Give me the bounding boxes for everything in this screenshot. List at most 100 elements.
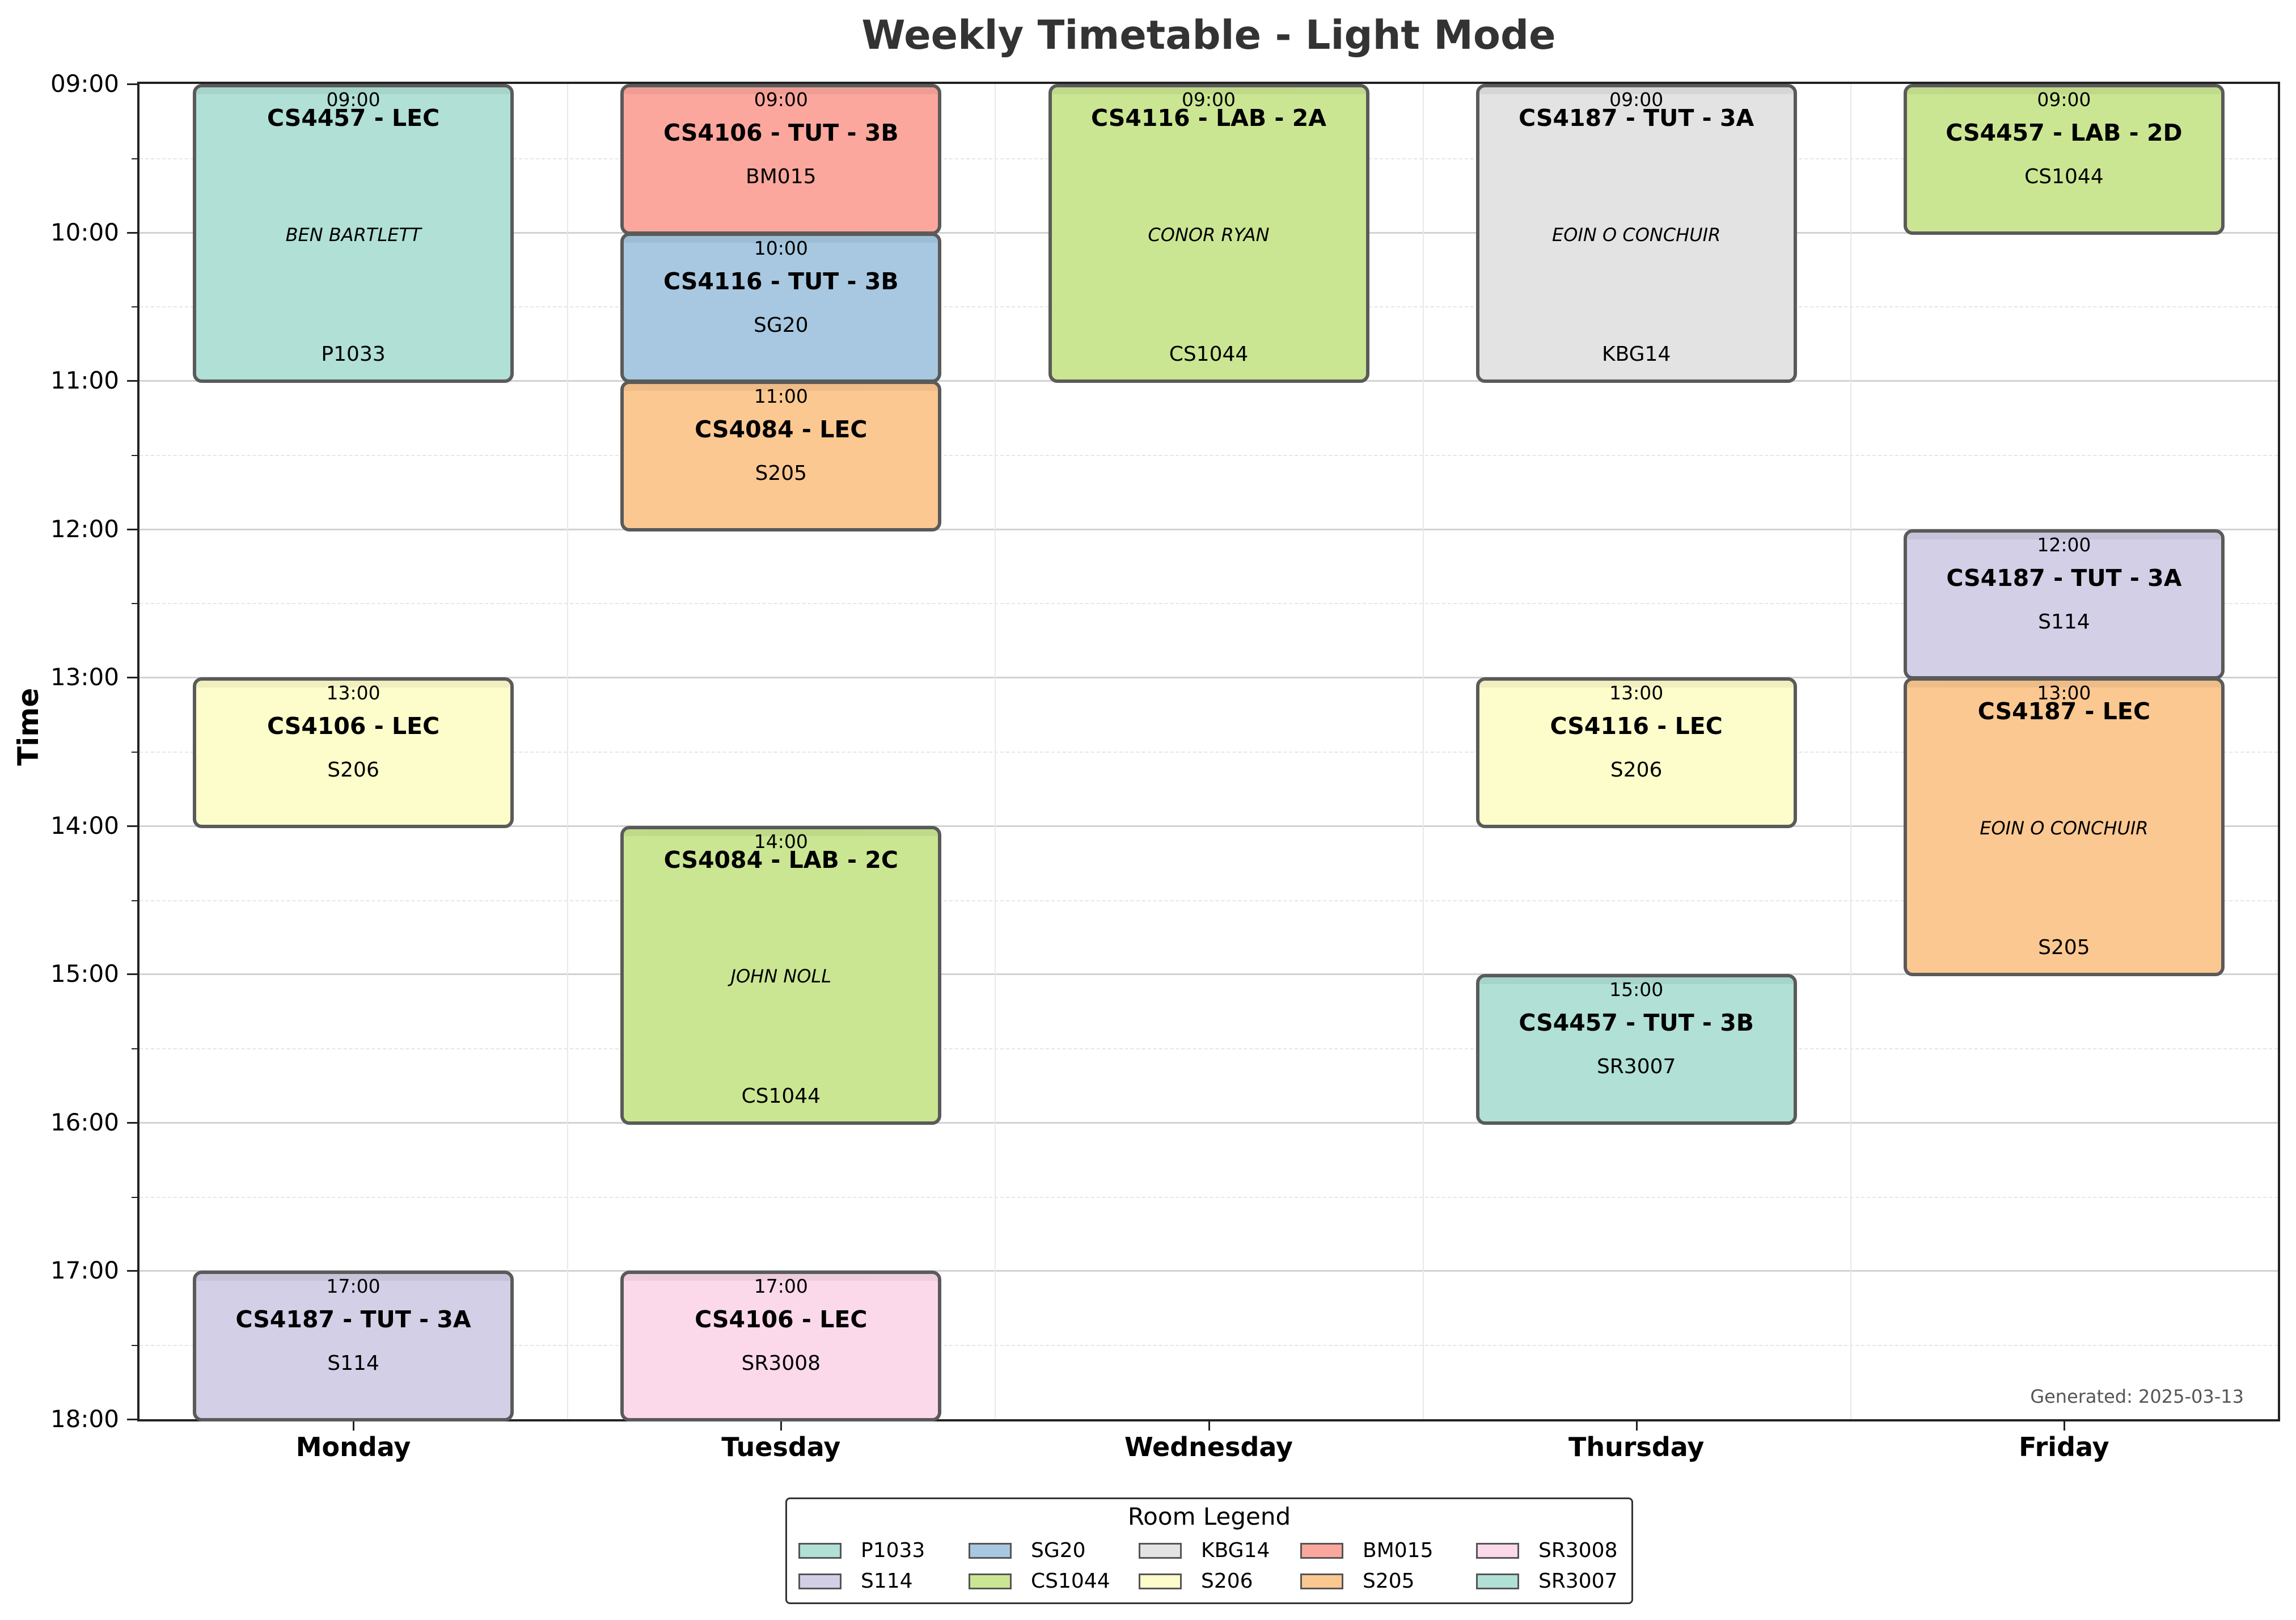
- block-room: S205: [2038, 936, 2090, 960]
- block-start-time: 17:00: [754, 1275, 808, 1298]
- block-start-time: 11:00: [754, 385, 808, 408]
- block-course: CS4116 - LEC: [1550, 712, 1723, 740]
- half-hour-gridline: [139, 752, 2278, 753]
- class-block[interactable]: 09:00 CS4457 - LEC BEN BARTLETT P1033: [193, 84, 514, 383]
- y-minor-tick: [132, 603, 137, 605]
- class-block[interactable]: 13:00 CS4187 - LEC EOIN O CONCHUIR S205: [1903, 677, 2225, 977]
- block-room: SR3008: [741, 1352, 821, 1376]
- class-block[interactable]: 13:00 CS4116 - LEC S206: [1475, 677, 1797, 828]
- half-hour-gridline: [139, 454, 2278, 456]
- y-tick-label: 15:00: [50, 960, 119, 988]
- legend-swatch: [969, 1573, 1012, 1589]
- class-block[interactable]: 15:00 CS4457 - TUT - 3B SR3007: [1475, 974, 1797, 1125]
- class-block[interactable]: 12:00 CS4187 - TUT - 3A S114: [1903, 529, 2225, 680]
- y-minor-tick: [132, 1345, 137, 1347]
- day-label: Thursday: [1568, 1432, 1705, 1462]
- block-start-time: 12:00: [2037, 533, 2091, 556]
- y-tick-label: 17:00: [50, 1256, 119, 1285]
- legend-swatch: [1476, 1543, 1519, 1559]
- block-start-time: 13:00: [1609, 682, 1664, 704]
- y-minor-tick: [132, 1048, 137, 1050]
- legend-swatch: [1300, 1573, 1343, 1589]
- block-highlight: [624, 87, 938, 94]
- block-room: S205: [755, 462, 807, 486]
- block-highlight: [1479, 87, 1794, 94]
- y-tick: [127, 825, 137, 827]
- class-block[interactable]: 17:00 CS4106 - LEC SR3008: [620, 1271, 942, 1421]
- block-highlight: [1906, 681, 2221, 688]
- class-block[interactable]: 13:00 CS4106 - LEC S206: [193, 677, 514, 828]
- y-tick: [127, 677, 137, 679]
- class-block[interactable]: 10:00 CS4116 - TUT - 3B SG20: [620, 232, 942, 383]
- legend-swatch: [1300, 1543, 1343, 1559]
- day-label: Wednesday: [1124, 1432, 1293, 1462]
- chart-title: Weekly Timetable - Light Mode: [861, 12, 1556, 58]
- legend-swatch: [798, 1573, 842, 1589]
- block-lecturer: EOIN O CONCHUIR: [1980, 817, 2149, 839]
- block-course: CS4457 - TUT - 3B: [1519, 1009, 1754, 1037]
- block-course: CS4116 - LAB - 2A: [1091, 104, 1326, 132]
- legend-title: Room Legend: [1127, 1503, 1291, 1530]
- legend-label: S206: [1201, 1570, 1253, 1593]
- hour-gridline: [139, 1121, 2278, 1124]
- block-lecturer: JOHN NOLL: [730, 965, 832, 988]
- class-block[interactable]: 11:00 CS4084 - LEC S205: [620, 381, 942, 531]
- y-axis-title: Time: [12, 687, 45, 766]
- block-course: CS4106 - LEC: [695, 1306, 868, 1334]
- block-lecturer: CONOR RYAN: [1148, 223, 1270, 246]
- block-start-time: 15:00: [1609, 978, 1664, 1001]
- legend-label: S114: [861, 1570, 913, 1593]
- generated-date: Generated: 2025-03-13: [2030, 1386, 2244, 1407]
- y-tick-label: 16:00: [50, 1108, 119, 1136]
- x-tick: [1208, 1421, 1210, 1431]
- block-highlight: [624, 1274, 938, 1281]
- block-course: CS4106 - LEC: [267, 712, 440, 740]
- day-separator: [1850, 84, 1851, 1419]
- block-room: S206: [1610, 758, 1663, 782]
- y-tick-label: 13:00: [50, 663, 119, 691]
- block-course: CS4457 - LEC: [267, 104, 440, 132]
- hour-gridline: [139, 528, 2278, 530]
- class-block[interactable]: 09:00 CS4187 - TUT - 3A EOIN O CONCHUIR KBG…: [1475, 84, 1797, 383]
- block-course: CS4457 - LAB - 2D: [1946, 119, 2183, 146]
- class-block[interactable]: 09:00 CS4116 - LAB - 2A CONOR RYAN CS1044: [1048, 84, 1369, 383]
- block-highlight: [624, 384, 938, 391]
- block-course: CS4106 - TUT - 3B: [663, 119, 899, 146]
- half-hour-gridline: [139, 603, 2278, 605]
- block-room: P1033: [321, 343, 386, 366]
- block-highlight: [624, 235, 938, 243]
- half-hour-gridline: [139, 1048, 2278, 1050]
- block-highlight: [1479, 681, 1794, 688]
- x-tick: [780, 1421, 783, 1431]
- legend-label: SR3007: [1538, 1570, 1618, 1593]
- day-label: Tuesday: [721, 1432, 841, 1462]
- class-block[interactable]: 09:00 CS4106 - TUT - 3B BM015: [620, 84, 942, 235]
- y-tick: [127, 1419, 137, 1420]
- x-tick: [2063, 1421, 2065, 1431]
- legend-label: KBG14: [1201, 1539, 1270, 1562]
- block-course: CS4187 - TUT - 3A: [235, 1306, 471, 1334]
- block-start-time: 13:00: [326, 682, 380, 704]
- class-block[interactable]: 17:00 CS4187 - TUT - 3A S114: [193, 1271, 514, 1421]
- block-course: CS4084 - LEC: [695, 416, 868, 444]
- legend-label: SR3008: [1538, 1539, 1618, 1562]
- block-room: CS1044: [741, 1084, 821, 1108]
- class-block[interactable]: 09:00 CS4457 - LAB - 2D CS1044: [1903, 84, 2225, 235]
- day-label: Monday: [295, 1432, 411, 1462]
- half-hour-gridline: [139, 900, 2278, 901]
- y-tick: [127, 528, 137, 530]
- legend-swatch: [969, 1543, 1012, 1559]
- block-lecturer: EOIN O CONCHUIR: [1552, 223, 1721, 246]
- y-tick-label: 12:00: [50, 514, 119, 543]
- legend-swatch: [1139, 1543, 1182, 1559]
- block-start-time: 09:00: [754, 88, 808, 111]
- y-minor-tick: [132, 900, 137, 901]
- y-minor-tick: [132, 1196, 137, 1198]
- legend-label: SG20: [1031, 1539, 1086, 1562]
- day-separator: [567, 84, 569, 1419]
- y-tick: [127, 1121, 137, 1124]
- class-block[interactable]: 14:00 CS4084 - LAB - 2C JOHN NOLL CS1044: [620, 825, 942, 1125]
- room-legend: Room Legend P1033 S114 SG20 CS1044 KBG14 S206…: [785, 1497, 1633, 1604]
- y-tick-label: 09:00: [50, 70, 119, 98]
- block-highlight: [1906, 87, 2221, 94]
